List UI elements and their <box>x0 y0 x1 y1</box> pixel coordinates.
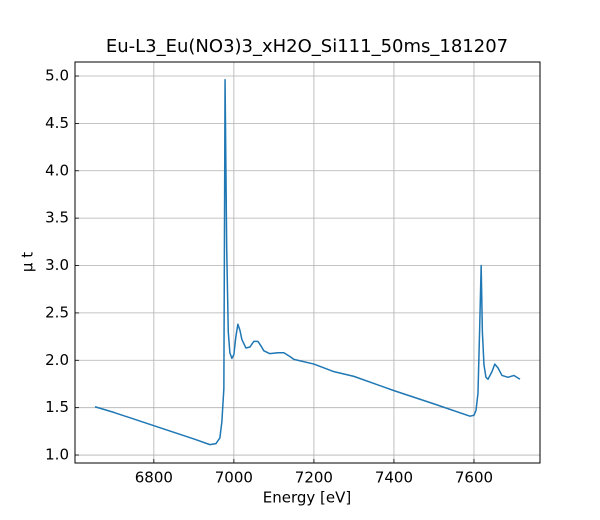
x-tick-label: 7600 <box>455 469 493 487</box>
y-tick-label: 1.0 <box>45 446 69 464</box>
x-tick-label: 7200 <box>295 469 333 487</box>
y-tick-label: 2.0 <box>45 351 69 369</box>
y-tick-label: 1.5 <box>45 398 69 416</box>
data-line <box>94 79 521 446</box>
x-tick-label: 7000 <box>215 469 253 487</box>
plot-frame <box>74 61 541 464</box>
x-tick-label: 7400 <box>375 469 413 487</box>
chart-title: Eu-L3_Eu(NO3)3_xH2O_Si111_50ms_181207 <box>106 36 508 57</box>
y-tick-label: 5.0 <box>45 67 69 85</box>
x-axis-label: Energy [eV] <box>263 489 351 507</box>
x-tick-label: 6800 <box>135 469 173 487</box>
y-tick-label: 2.5 <box>45 303 69 321</box>
y-tick-label: 3.0 <box>45 256 69 274</box>
y-tick-label: 4.0 <box>45 161 69 179</box>
y-axis-label: μ t <box>19 252 37 272</box>
y-tick-label: 4.5 <box>45 114 69 132</box>
y-tick-label: 3.5 <box>45 209 69 227</box>
